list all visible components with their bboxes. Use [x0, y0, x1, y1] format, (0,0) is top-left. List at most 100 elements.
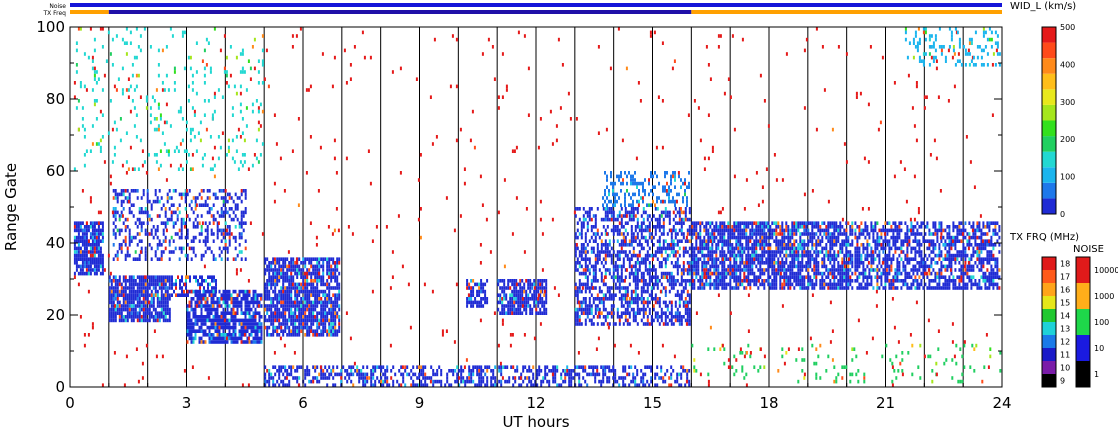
data-point [101, 253, 104, 258]
data-point [474, 282, 477, 287]
data-point [144, 228, 147, 233]
data-point [707, 246, 710, 251]
data-point [501, 307, 504, 312]
data-point [668, 282, 671, 287]
data-point [586, 221, 589, 225]
data-point [292, 279, 295, 283]
data-point [574, 318, 577, 323]
data-point [664, 199, 666, 204]
data-point [120, 311, 123, 315]
data-point [128, 207, 131, 211]
data-point [308, 271, 311, 276]
data-point [616, 315, 619, 319]
data-point [290, 271, 293, 276]
data-point [254, 307, 257, 312]
data-point [77, 243, 80, 247]
data-point [99, 250, 102, 254]
data-point [306, 257, 309, 261]
data-point [140, 225, 143, 229]
data-point [592, 322, 595, 326]
data-point [97, 261, 100, 265]
data-point [535, 307, 538, 312]
data-point [320, 264, 323, 269]
data-point [306, 297, 309, 301]
data-point [162, 250, 165, 254]
data-point [759, 257, 762, 261]
data-point [95, 235, 98, 240]
data-point [632, 311, 635, 315]
data-point [174, 232, 177, 236]
data-point [288, 282, 291, 287]
data-point [839, 232, 842, 236]
data-point [707, 261, 710, 265]
data-point [711, 221, 714, 225]
data-point [817, 261, 820, 265]
data-point [215, 282, 217, 287]
data-point [650, 315, 653, 319]
data-point [185, 275, 187, 279]
data-point [584, 275, 587, 279]
data-point [166, 289, 169, 294]
data-point [735, 286, 738, 290]
data-point [713, 286, 716, 290]
data-point [83, 264, 86, 269]
data-point [154, 199, 157, 204]
data-point [678, 253, 681, 258]
data-point [860, 271, 863, 276]
data-point [188, 333, 191, 337]
data-point [164, 275, 167, 279]
data-point [849, 268, 852, 272]
data-point [658, 221, 661, 225]
data-point [721, 239, 724, 243]
data-point [186, 315, 189, 319]
data-point [787, 264, 790, 269]
data-point [196, 225, 199, 229]
data-point [248, 315, 251, 319]
data-point [737, 221, 740, 225]
data-point [202, 293, 205, 297]
data-point [316, 268, 319, 272]
data-point [785, 279, 788, 283]
data-point [703, 253, 706, 258]
data-point [188, 325, 191, 330]
data-point [691, 271, 694, 276]
data-point [755, 275, 758, 279]
data-point [858, 257, 861, 261]
data-point [652, 275, 655, 279]
data-point [781, 282, 784, 287]
data-point [486, 300, 489, 305]
data-point [741, 279, 744, 283]
data-point [196, 297, 199, 301]
data-point [468, 300, 471, 305]
data-point [825, 268, 828, 272]
data-point [338, 261, 341, 265]
data-point [204, 304, 207, 308]
data-point [680, 221, 683, 225]
data-point [206, 333, 209, 337]
data-point [264, 282, 267, 287]
data-point [783, 271, 786, 276]
data-point [747, 257, 750, 261]
data-point [322, 311, 325, 315]
data-point [503, 286, 506, 290]
data-point [813, 243, 816, 247]
data-point [574, 311, 577, 315]
data-point [322, 300, 325, 305]
data-point [316, 271, 319, 276]
data-point [280, 268, 283, 272]
data-point [75, 228, 78, 233]
data-point [101, 271, 104, 276]
data-point [306, 322, 309, 326]
data-point [142, 304, 145, 308]
data-point [646, 239, 649, 243]
data-point [318, 279, 321, 283]
data-point [190, 207, 193, 211]
data-point [210, 214, 213, 218]
data-point [835, 235, 838, 240]
data-point [799, 221, 802, 225]
data-point [803, 264, 806, 269]
data-point [580, 271, 583, 276]
data-point [688, 307, 691, 312]
data-point [616, 217, 619, 222]
data-point [574, 268, 577, 272]
